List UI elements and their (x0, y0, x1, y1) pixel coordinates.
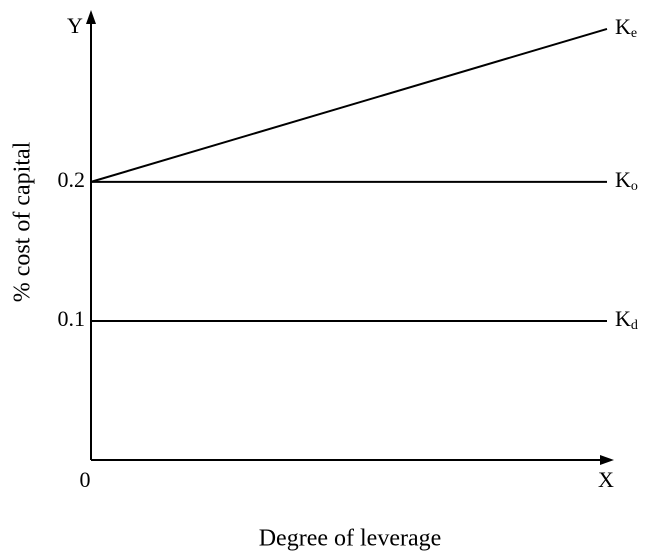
line (90, 27, 608, 183)
y-axis-arrow (86, 10, 96, 24)
y-tick-label: 0.1 (58, 306, 86, 331)
series-label: Ke (615, 14, 637, 41)
y-axis-letter: Y (67, 13, 83, 38)
series-label: Ko (615, 167, 638, 194)
x-axis-title: Degree of leverage (259, 526, 442, 552)
x-axis-letter: X (598, 467, 614, 492)
y-axis-title: % cost of capital (10, 141, 36, 302)
y-tick-label: 0 (80, 467, 91, 492)
y-tick-label: 0.2 (58, 167, 86, 192)
x-axis-arrow (600, 455, 614, 465)
series-label: Kd (615, 306, 638, 333)
